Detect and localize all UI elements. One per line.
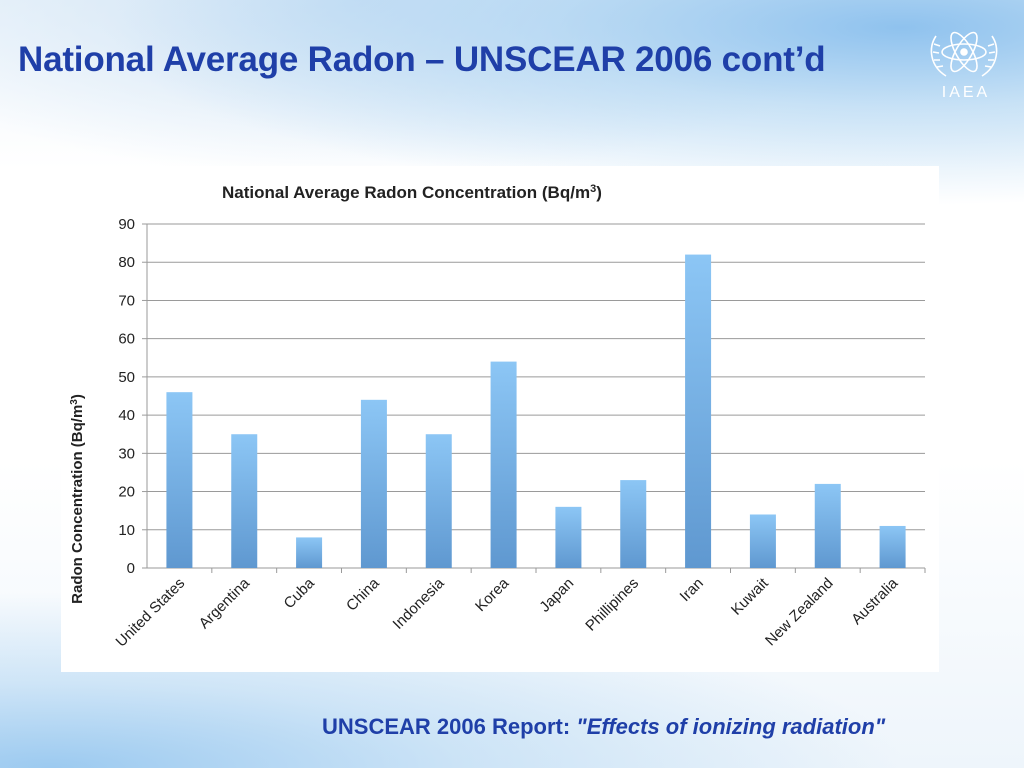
bar-kuwait [749, 514, 776, 568]
footer-citation: UNSCEAR 2006 Report: "Effects of ionizin… [322, 714, 885, 740]
y-tick-label: 60 [118, 331, 135, 348]
iaea-atom-laurel-icon [930, 31, 998, 77]
x-tick-label: United States [113, 575, 189, 651]
x-tick-label: Australia [848, 574, 902, 628]
footer-emphasis: "Effects of ionizing radiation" [576, 714, 886, 739]
bar-united-states [166, 392, 193, 568]
y-tick-label: 30 [118, 445, 135, 462]
x-tick-label: Korea [472, 574, 513, 615]
x-tick-label: Cuba [281, 574, 319, 612]
slide-title: National Average Radon – UNSCEAR 2006 co… [18, 40, 826, 79]
bar-japan [555, 506, 582, 568]
y-tick-label: 50 [118, 369, 135, 386]
y-axis-label: Radon Concentration (Bq/m3) [69, 394, 87, 604]
x-tick-label: New Zealand [762, 575, 837, 650]
bar-indonesia [425, 434, 452, 568]
bar-iran [685, 254, 712, 569]
iaea-logo-text: IAEA [941, 84, 991, 101]
chart-title: National Average Radon Concentration (Bq… [222, 183, 602, 202]
x-tick-label: Iran [677, 575, 707, 605]
bar-phillipines [620, 480, 647, 568]
bar-new-zealand [814, 483, 841, 568]
y-tick-label: 20 [118, 484, 135, 501]
y-tick-label: 80 [118, 254, 135, 271]
bar-argentina [231, 434, 258, 568]
chart-panel: National Average Radon Concentration (Bq… [61, 166, 939, 672]
y-tick-label: 0 [127, 560, 135, 577]
x-tick-label: Argentina [196, 574, 254, 632]
bar-australia [879, 525, 906, 568]
bar-china [360, 399, 387, 568]
x-tick-label: Japan [536, 575, 577, 616]
y-tick-label: 10 [118, 522, 135, 539]
x-tick-label: Indonesia [390, 574, 448, 632]
radon-bar-chart: National Average Radon Concentration (Bq… [69, 183, 926, 651]
y-tick-label: 70 [118, 292, 135, 309]
y-tick-label: 90 [118, 216, 135, 233]
y-tick-label: 40 [118, 407, 135, 424]
x-tick-label: Kuwait [728, 574, 772, 618]
footer-prefix: UNSCEAR 2006 Report: [322, 714, 577, 739]
bar-korea [490, 361, 517, 568]
bar-cuba [296, 537, 323, 568]
x-tick-label: Phillipines [582, 575, 642, 635]
x-tick-label: China [343, 574, 383, 614]
